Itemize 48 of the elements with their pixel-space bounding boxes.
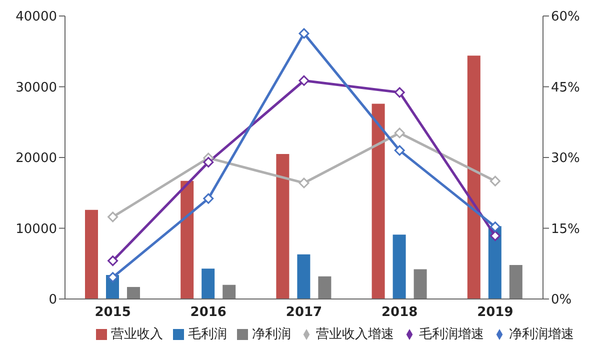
- y-tick-label: 20000: [16, 151, 57, 166]
- point: [394, 128, 405, 138]
- bar: [414, 269, 427, 299]
- legend-label: 净利润增速: [509, 327, 574, 342]
- legend-label: 营业收入: [111, 327, 163, 342]
- point: [203, 156, 214, 168]
- y-tick-label: 10000: [16, 222, 57, 237]
- bar: [372, 104, 385, 299]
- x-tick-label: 2016: [190, 305, 226, 320]
- x-tick-label: 2015: [94, 305, 131, 320]
- bar: [222, 284, 236, 299]
- y2-tick-label: 0%: [551, 292, 572, 308]
- point: [394, 145, 405, 156]
- x-tick-label: 2018: [382, 305, 418, 320]
- point: [298, 75, 310, 86]
- bar: [276, 154, 290, 299]
- y-tick-label: 40000: [16, 10, 57, 25]
- y2-tick-label: 30%: [551, 151, 580, 166]
- point: [108, 256, 118, 266]
- point: [490, 176, 500, 186]
- bar: [467, 56, 480, 299]
- bar: [392, 234, 406, 299]
- point: [108, 212, 118, 222]
- point: [298, 28, 310, 39]
- point: [490, 230, 500, 242]
- x-tick-label: 2019: [477, 305, 514, 320]
- y2-tick-label: 15%: [551, 222, 580, 237]
- point: [203, 193, 214, 204]
- legend-label: 净利润: [252, 327, 291, 342]
- bar: [127, 286, 140, 299]
- point: [298, 178, 310, 188]
- y-tick-label: 0: [48, 292, 57, 308]
- point: [490, 222, 500, 232]
- bar: [85, 210, 98, 299]
- y2-tick-label: 60%: [551, 10, 580, 25]
- legend-label: 毛利润增速: [419, 327, 484, 342]
- bar: [318, 276, 332, 299]
- y-tick-label: 30000: [16, 80, 57, 96]
- bar: [509, 265, 522, 299]
- x-tick-label: 2017: [286, 305, 322, 320]
- bar: [180, 180, 194, 299]
- point: [108, 272, 118, 283]
- y2-tick-label: 45%: [551, 80, 580, 96]
- legend-label: 毛利润: [188, 327, 227, 342]
- bar: [202, 268, 215, 299]
- point: [394, 87, 405, 98]
- bar: [297, 254, 310, 299]
- legend-label: 营业收入增速: [316, 327, 394, 342]
